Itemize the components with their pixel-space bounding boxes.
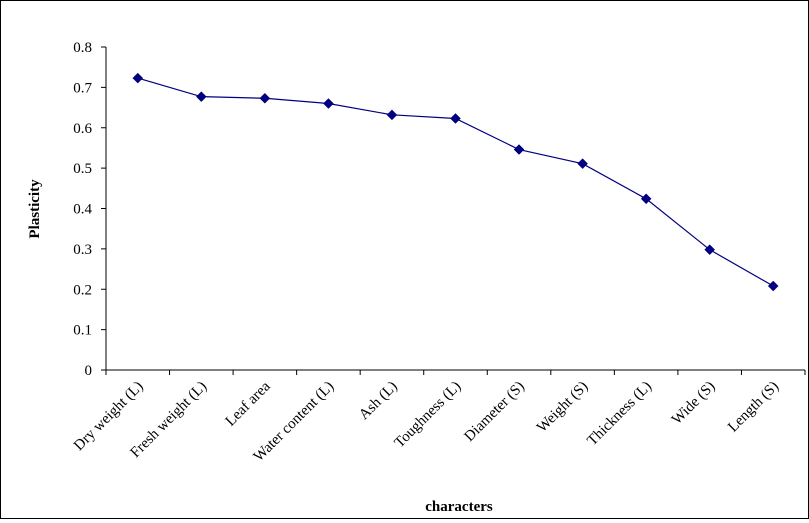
x-tick-label: Toughness (L) [392, 379, 465, 452]
data-point-marker [513, 144, 525, 155]
y-tick-label: 0.6 [73, 121, 92, 137]
data-point-marker [640, 193, 652, 205]
data-point-marker [767, 280, 779, 292]
y-axis-ticks: 0 0.1 0.2 0.3 0.4 0.5 0.6 0.7 0.8 [73, 40, 106, 379]
x-axis-title: characters [425, 499, 493, 515]
y-tick-label: 0.5 [73, 161, 92, 177]
y-tick-label: 0.4 [73, 202, 92, 218]
y-tick-label: 0.3 [73, 242, 92, 258]
x-tick-label: Diameter (S) [461, 379, 527, 445]
y-tick-label: 0 [85, 363, 93, 379]
x-tick-label: Wide (S) [669, 379, 718, 428]
series-layer [132, 72, 779, 292]
axes [105, 47, 805, 371]
data-point-marker [577, 158, 588, 170]
data-point-marker [704, 244, 716, 256]
data-point-marker [195, 91, 207, 103]
x-axis-ticks: Dry weight (L)Fresh weight (L) Leaf areaW… [71, 370, 806, 465]
data-point-marker [386, 109, 398, 121]
y-tick-label: 0.1 [73, 323, 92, 339]
data-point-marker [259, 92, 271, 104]
y-axis-title: Plasticity [27, 179, 43, 239]
x-tick-label: Thickness (L) [584, 379, 655, 450]
y-tick-label: 0.2 [73, 282, 92, 298]
x-tick-label: Length (S) [725, 379, 782, 436]
data-point-marker [323, 98, 334, 109]
y-tick-label: 0.7 [73, 80, 92, 96]
series-line [137, 77, 774, 287]
data-point-marker [450, 113, 461, 124]
x-tick-label: Leaf area [223, 378, 274, 429]
x-tick-label: Ash (L) [356, 379, 401, 424]
y-tick-label: 0.8 [73, 40, 92, 56]
x-tick-label: Weight (S) [534, 379, 591, 436]
data-point-marker [132, 72, 144, 84]
